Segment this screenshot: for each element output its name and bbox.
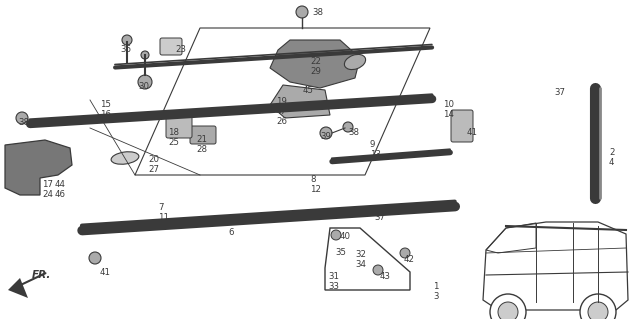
- Text: 3: 3: [433, 292, 438, 301]
- Text: 42: 42: [404, 255, 415, 264]
- Polygon shape: [8, 278, 28, 298]
- Circle shape: [490, 294, 526, 319]
- Text: 7: 7: [158, 203, 163, 212]
- Polygon shape: [5, 140, 72, 195]
- Text: 5: 5: [228, 218, 234, 227]
- FancyBboxPatch shape: [451, 110, 473, 142]
- FancyBboxPatch shape: [160, 38, 182, 55]
- Text: 6: 6: [228, 228, 234, 237]
- Text: 28: 28: [196, 145, 207, 154]
- FancyBboxPatch shape: [190, 126, 216, 144]
- Text: 40: 40: [340, 232, 351, 241]
- Text: 14: 14: [443, 110, 454, 119]
- Text: FR.: FR.: [32, 270, 51, 280]
- Text: 30: 30: [138, 82, 149, 91]
- Circle shape: [588, 302, 608, 319]
- Circle shape: [296, 6, 308, 18]
- Text: 44: 44: [55, 180, 66, 189]
- FancyBboxPatch shape: [166, 116, 192, 138]
- Circle shape: [320, 127, 332, 139]
- Circle shape: [373, 265, 383, 275]
- Circle shape: [122, 35, 132, 45]
- Circle shape: [138, 75, 152, 89]
- Text: 46: 46: [55, 190, 66, 199]
- Text: 4: 4: [609, 158, 614, 167]
- Text: 38: 38: [348, 128, 359, 137]
- Text: 9: 9: [370, 140, 376, 149]
- Text: 15: 15: [100, 100, 111, 109]
- Text: 1: 1: [433, 282, 438, 291]
- Text: 31: 31: [328, 272, 339, 281]
- Circle shape: [89, 252, 101, 264]
- Text: 38: 38: [312, 8, 323, 17]
- Ellipse shape: [111, 152, 139, 164]
- Text: 12: 12: [310, 185, 321, 194]
- Text: 36: 36: [120, 45, 131, 54]
- Circle shape: [141, 51, 149, 59]
- Text: 16: 16: [100, 110, 111, 119]
- Text: 19: 19: [276, 97, 287, 106]
- Text: 41: 41: [467, 128, 478, 137]
- Text: 11: 11: [158, 213, 169, 222]
- Text: 47: 47: [276, 107, 287, 116]
- Polygon shape: [270, 85, 330, 118]
- Text: 39: 39: [320, 132, 331, 141]
- Text: 2: 2: [609, 148, 614, 157]
- Text: 21: 21: [196, 135, 207, 144]
- Text: 8: 8: [310, 175, 316, 184]
- Text: 18: 18: [168, 128, 179, 137]
- Text: 45: 45: [303, 86, 314, 95]
- Circle shape: [331, 230, 341, 240]
- Text: 32: 32: [355, 250, 366, 259]
- Circle shape: [498, 302, 518, 319]
- Text: 27: 27: [148, 165, 159, 174]
- Text: 13: 13: [370, 150, 381, 159]
- Polygon shape: [270, 40, 360, 88]
- Text: 34: 34: [355, 260, 366, 269]
- Text: 37: 37: [554, 88, 565, 97]
- Text: 37: 37: [374, 213, 385, 222]
- Text: 23: 23: [175, 45, 186, 54]
- Text: 26: 26: [276, 117, 287, 126]
- Text: 25: 25: [168, 138, 179, 147]
- Ellipse shape: [344, 55, 365, 70]
- Text: 33: 33: [328, 282, 339, 291]
- Text: 38: 38: [18, 118, 29, 127]
- Circle shape: [580, 294, 616, 319]
- Text: 20: 20: [148, 155, 159, 164]
- Circle shape: [16, 112, 28, 124]
- Text: 24: 24: [42, 190, 53, 199]
- Text: 17: 17: [42, 180, 53, 189]
- Circle shape: [343, 122, 353, 132]
- Text: 29: 29: [310, 67, 321, 76]
- Text: 35: 35: [335, 248, 346, 257]
- Text: 10: 10: [443, 100, 454, 109]
- Text: 22: 22: [310, 57, 321, 66]
- Text: 43: 43: [380, 272, 391, 281]
- Text: 41: 41: [100, 268, 111, 277]
- Circle shape: [400, 248, 410, 258]
